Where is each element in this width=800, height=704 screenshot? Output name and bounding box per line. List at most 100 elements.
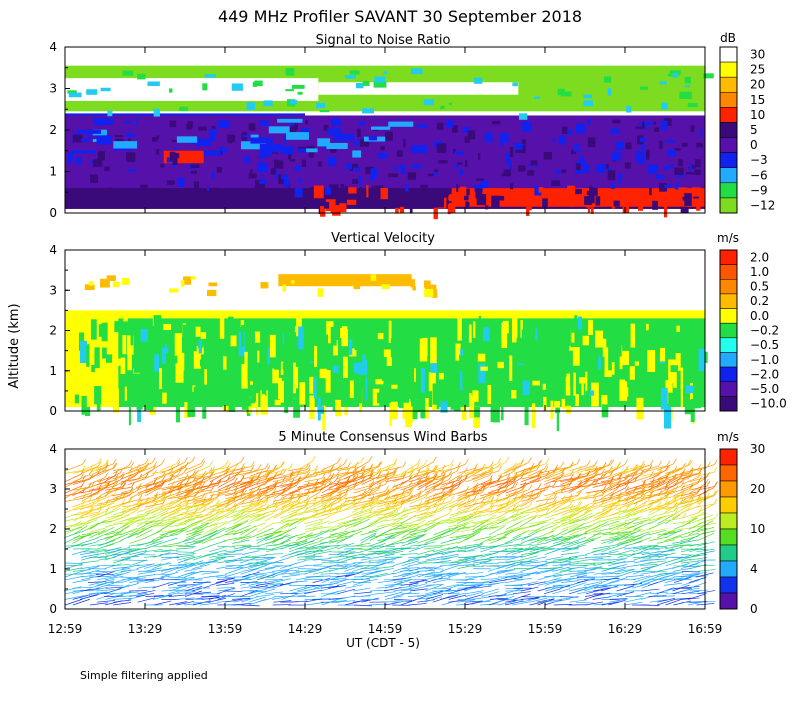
wind-barb — [593, 546, 611, 549]
snr-cell — [331, 205, 338, 213]
wind-barb — [393, 601, 411, 602]
wind-barb — [210, 505, 227, 510]
vv-cell — [162, 393, 167, 404]
wind-barb — [66, 576, 84, 580]
wind-barb — [186, 542, 203, 547]
vv-cell — [80, 365, 84, 385]
wind-barb — [304, 579, 322, 580]
vv-cell — [612, 362, 615, 375]
wind-barb — [402, 561, 419, 566]
snr-cell — [259, 120, 269, 126]
snr-cell — [123, 121, 133, 123]
snr-cell — [583, 95, 592, 99]
snr-cell — [510, 183, 513, 189]
snr-cell — [504, 169, 511, 174]
wind-barb-flag — [650, 460, 653, 465]
colorbar-label: −5.0 — [750, 382, 779, 396]
snr-cell — [674, 168, 683, 175]
wind-barb — [232, 521, 248, 530]
vv-cell — [605, 347, 609, 371]
snr-cell — [366, 185, 368, 197]
vv-cell — [568, 324, 570, 346]
wind-barb — [329, 567, 346, 571]
wind-barb — [465, 573, 483, 575]
vv-cell — [176, 396, 180, 422]
wind-barb — [160, 534, 178, 538]
snr-cell — [652, 201, 658, 210]
snr-cell — [614, 201, 620, 207]
snr-cell — [357, 137, 359, 140]
wind-barb — [521, 567, 538, 572]
snr-cell — [307, 146, 315, 149]
wind-barb — [225, 572, 242, 577]
wind-barb — [641, 589, 659, 591]
wind-barb — [569, 560, 587, 563]
vv-cell — [201, 332, 206, 339]
snr-cell — [93, 159, 102, 167]
wind-barb — [178, 592, 196, 594]
wind-barb — [552, 589, 569, 594]
vv-cell — [113, 374, 118, 384]
vv-cell — [342, 326, 347, 345]
wind-barb — [401, 575, 418, 580]
vv-cell — [328, 322, 331, 343]
wind-barb — [193, 546, 210, 552]
vv-cell — [459, 355, 463, 372]
snr-cell — [679, 92, 691, 99]
vv-cell — [562, 399, 566, 409]
wind-barb — [65, 527, 82, 532]
vv-cell — [91, 365, 95, 372]
vv-cell — [532, 403, 535, 428]
wind-barb-flag — [689, 460, 692, 465]
snr-cell — [283, 136, 285, 145]
vv-cell — [309, 395, 314, 419]
wind-barb-flag — [258, 464, 261, 469]
wind-barb-flag — [228, 462, 231, 467]
vv-cell — [398, 354, 404, 368]
wind-barb-flag — [266, 463, 269, 468]
snr-cell — [518, 165, 525, 171]
snr-cell — [646, 150, 650, 160]
vv-cell — [159, 368, 162, 389]
snr-cell — [612, 120, 620, 124]
snr-cell — [298, 149, 307, 153]
vv-cell — [595, 331, 603, 348]
colorbar-label: 1.0 — [750, 265, 769, 279]
vv-cell — [622, 330, 629, 351]
wind-barb — [569, 600, 587, 602]
y-tick-label: 0 — [49, 404, 57, 418]
vv-cell — [293, 393, 299, 398]
vv-cell — [366, 347, 370, 359]
wind-barb — [585, 518, 602, 524]
snr-cell — [136, 118, 138, 126]
vv-cell — [229, 401, 236, 412]
snr-cell — [115, 135, 124, 137]
colorbar-label: 5 — [750, 123, 758, 137]
wind-barb — [73, 599, 90, 605]
wind-barb — [169, 586, 187, 588]
snr-cell — [277, 119, 302, 123]
snr-cell — [227, 135, 235, 143]
vv-cell — [554, 401, 560, 408]
colorbar-swatch — [720, 62, 737, 77]
vv-cell — [67, 356, 74, 365]
snr-cell — [127, 170, 136, 172]
snr-cell — [298, 178, 301, 183]
vv-cell — [81, 396, 86, 415]
wind-barb-flag — [145, 458, 148, 463]
vv-cell — [433, 383, 439, 404]
snr-layer — [318, 82, 518, 94]
y-tick-label: 0 — [49, 602, 57, 616]
vv-cell — [660, 348, 665, 362]
colorbar-swatch — [720, 47, 737, 62]
x-tick-label: 13:59 — [208, 622, 243, 636]
colorbar-label: −1.0 — [750, 353, 779, 367]
snr-cell — [623, 204, 629, 213]
snr-cell — [202, 83, 207, 90]
vv-cell — [202, 396, 206, 419]
vv-cell — [211, 363, 218, 385]
wind-barb — [441, 554, 459, 557]
colorbar-label: 10 — [750, 522, 765, 536]
vv-cell — [335, 400, 341, 416]
snr-cell — [122, 71, 133, 76]
